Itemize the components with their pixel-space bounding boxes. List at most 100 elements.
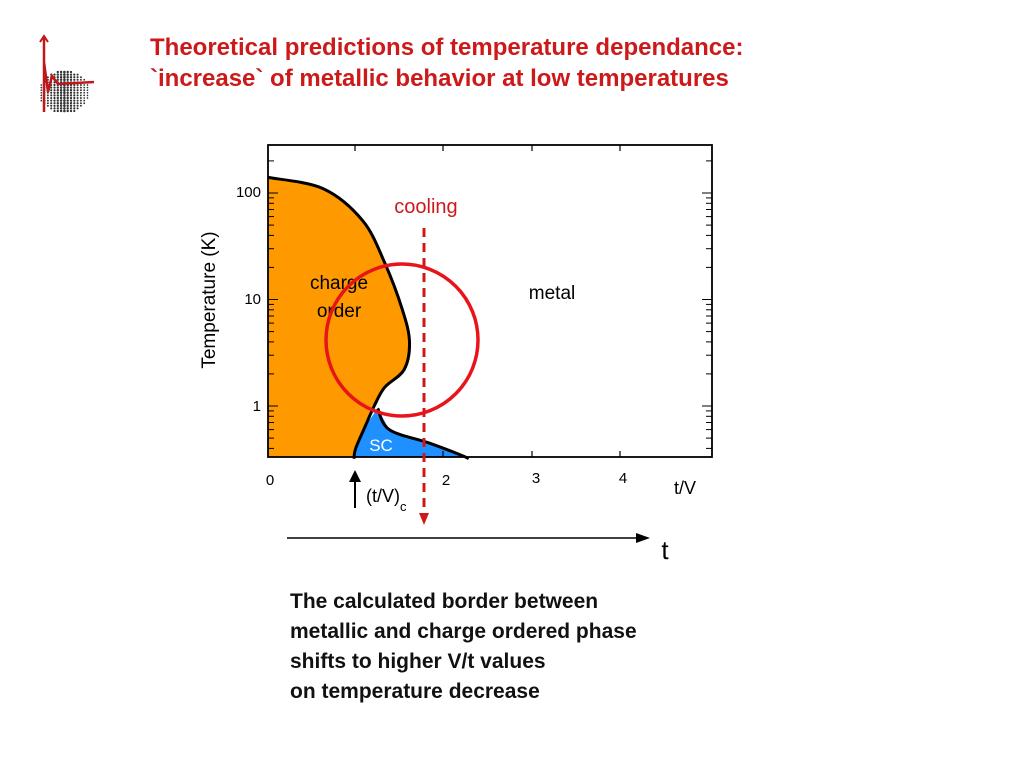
- logo-dot: [46, 94, 49, 97]
- t-axis-arrowhead: [636, 533, 650, 543]
- logo-dot: [69, 78, 73, 81]
- x-tick-label-4: 4: [619, 470, 627, 487]
- logo-dot: [40, 97, 43, 99]
- logo-dot: [46, 91, 49, 94]
- logo-dot: [56, 109, 59, 113]
- logo-dot: [86, 97, 89, 99]
- logo-dot: [79, 91, 82, 94]
- logo-dot: [73, 94, 76, 97]
- logo-dot: [56, 86, 59, 89]
- caption-line-3: shifts to higher V/t values: [290, 650, 546, 673]
- logo-dot: [59, 91, 63, 95]
- logo-dot: [69, 86, 73, 89]
- logo-dot: [59, 99, 63, 102]
- logo-dot: [79, 104, 82, 107]
- logo-dot: [73, 99, 76, 102]
- logo-dot: [59, 73, 63, 76]
- logo-dot: [69, 76, 73, 79]
- logo-dot: [53, 96, 56, 100]
- logo-dot: [56, 94, 59, 97]
- logo-dot: [86, 94, 89, 97]
- charge-order-label-line-2: order: [317, 301, 362, 322]
- slide-title: Theoretical predictions of temperature d…: [150, 32, 743, 94]
- logo-dot: [63, 73, 66, 76]
- logo-dot: [63, 99, 66, 102]
- logo-dot: [40, 86, 43, 89]
- logo-dot: [76, 83, 79, 87]
- logo-dot: [56, 76, 59, 79]
- logo-dot: [53, 73, 56, 76]
- logo-dot: [73, 76, 76, 79]
- cooling-arrowhead: [419, 513, 429, 525]
- logo-dot: [46, 99, 49, 102]
- logo-dot: [86, 89, 89, 92]
- logo-dot: [56, 96, 59, 100]
- logo-dot: [56, 91, 59, 94]
- logo-dot: [66, 86, 69, 89]
- t-axis-label: t: [661, 535, 669, 565]
- logo-dot: [53, 86, 56, 89]
- logo-dot: [63, 94, 66, 97]
- logo-dot: [83, 84, 86, 86]
- y-axis-label: Temperature (K): [199, 231, 220, 368]
- logo-dot: [63, 86, 66, 89]
- logo-dot: [73, 73, 76, 76]
- logo-dot: [76, 78, 79, 81]
- logo-dot: [73, 89, 76, 92]
- logo-dot: [79, 84, 82, 86]
- y-tick-label-10: 10: [244, 291, 261, 308]
- logo-dot: [79, 86, 82, 89]
- logo-dot: [59, 88, 63, 92]
- critical-point-label: (t/V)c: [366, 486, 407, 514]
- logo-dot: [66, 88, 69, 92]
- logo-dot: [66, 78, 69, 82]
- logo-dot: [69, 89, 73, 92]
- logo-dot: [63, 109, 66, 113]
- logo-dot: [56, 78, 59, 81]
- logo-dot: [63, 70, 66, 74]
- logo-dot: [63, 104, 66, 108]
- logo-dot: [73, 78, 76, 81]
- logo-dot: [66, 96, 69, 100]
- logo-dot: [63, 78, 66, 82]
- logo-dot: [73, 104, 76, 107]
- logo-dot: [73, 91, 76, 94]
- logo-dot: [86, 84, 89, 86]
- logo-dot: [53, 104, 56, 107]
- logo-dot: [83, 86, 86, 89]
- logo-dot: [76, 94, 79, 97]
- logo-dot: [46, 97, 49, 99]
- logo-dot: [66, 107, 69, 110]
- logo-dot: [69, 70, 73, 74]
- logo-dot: [69, 107, 73, 110]
- y-tick-label-100: 100: [236, 184, 261, 201]
- caption-line-2: metallic and charge ordered phase: [290, 620, 637, 643]
- logo-dot: [76, 91, 79, 94]
- logo-dot: [59, 101, 63, 105]
- logo-dot: [86, 86, 89, 89]
- logo-dot: [69, 96, 73, 100]
- logo-dot: [53, 99, 56, 102]
- logo-dot: [56, 73, 59, 76]
- logo-dot: [50, 91, 53, 94]
- critical-point-label-subscript: c: [400, 499, 407, 514]
- logo-dot: [76, 107, 79, 110]
- x-tick-label-3: 3: [532, 470, 540, 487]
- logo-dot: [76, 102, 79, 105]
- logo-dot: [69, 94, 73, 97]
- logo-dot: [66, 94, 69, 97]
- logo-dot: [53, 89, 56, 92]
- x-tick-label-2: 2: [442, 472, 450, 489]
- logo-dot: [73, 102, 76, 105]
- logo-dot: [79, 94, 82, 97]
- sc-label: SC: [369, 436, 393, 455]
- logo-dot: [83, 102, 86, 105]
- logo-dot: [46, 102, 49, 105]
- logo-dot: [66, 70, 69, 74]
- logo-dot: [66, 73, 69, 76]
- logo-dot: [40, 91, 43, 94]
- logo-dot: [59, 94, 63, 97]
- logo-dot: [79, 102, 82, 105]
- logo-dot: [66, 75, 69, 79]
